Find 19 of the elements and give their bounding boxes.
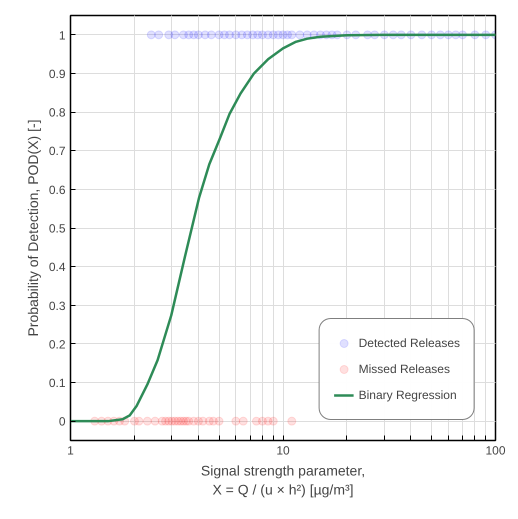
x-tick-label: 10 (276, 444, 290, 458)
y-tick-label: 0 (58, 414, 66, 429)
y-tick-label: 0.8 (48, 106, 66, 120)
legend-label: Missed Releases (358, 362, 450, 376)
x-tick-label: 100 (485, 444, 506, 458)
y-tick-label: 0.9 (48, 66, 66, 81)
y-tick-label: 0.3 (48, 298, 66, 313)
y-tick-label: 0.5 (48, 222, 66, 236)
y-tick-label: 0.7 (48, 144, 66, 158)
x-tick-label: 1 (67, 444, 74, 458)
y-tick-label: 0.6 (48, 182, 66, 197)
y-tick-label: 0.4 (48, 260, 66, 274)
legend-label: Detected Releases (358, 336, 460, 350)
y-tick-label: 0.1 (48, 376, 66, 390)
y-tick-label: 0.2 (48, 337, 66, 352)
x-axis-title: Signal strength parameter, X = Q / (u × h²) [µg/m³] (200, 462, 366, 498)
y-axis-title: Probability of Detection, POD(X) [-] (24, 119, 41, 337)
y-tick-label: 1 (58, 28, 66, 42)
legend-label: Binary Regression (358, 388, 457, 402)
